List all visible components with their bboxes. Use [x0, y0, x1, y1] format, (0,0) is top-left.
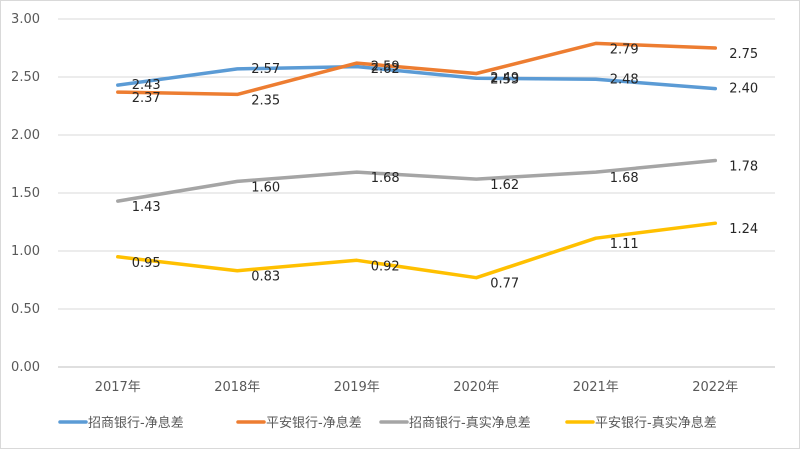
- data-label: 0.92: [371, 259, 400, 274]
- data-label: 2.40: [729, 82, 758, 97]
- x-tick-label: 2017年: [95, 380, 141, 395]
- data-label: 2.37: [132, 91, 161, 106]
- y-tick-label: 3.00: [11, 12, 40, 27]
- y-tick-label: 2.00: [11, 128, 40, 143]
- data-label: 2.49: [490, 71, 519, 86]
- y-tick-label: 2.50: [11, 70, 40, 85]
- series-line-3: [116, 158, 718, 203]
- data-label: 2.62: [371, 62, 400, 77]
- data-label: 2.59: [371, 60, 400, 75]
- series-line-4: [116, 221, 718, 280]
- data-label: 0.83: [251, 270, 280, 285]
- data-label: 0.77: [490, 277, 519, 292]
- x-tick-label: 2019年: [334, 380, 380, 395]
- data-label: 1.43: [132, 200, 161, 215]
- data-label: 1.68: [610, 171, 639, 186]
- x-tick-label: 2021年: [573, 380, 619, 395]
- data-label: 2.79: [610, 42, 639, 57]
- legend-label: 招商银行-真实净息差: [409, 415, 531, 431]
- data-label: 2.35: [251, 93, 280, 108]
- y-tick-label: 0.50: [11, 302, 40, 317]
- data-label: 1.24: [729, 222, 758, 237]
- series-line-1: [116, 64, 718, 91]
- y-tick-label: 0.00: [11, 360, 40, 375]
- x-tick-label: 2018年: [214, 380, 260, 395]
- y-tick-label: 1.00: [11, 244, 40, 259]
- data-label: 2.75: [729, 47, 758, 62]
- data-label: 2.57: [251, 62, 280, 77]
- series-line-2: [116, 41, 718, 97]
- legend-label: 平安银行-净息差: [266, 415, 362, 431]
- data-label: 2.48: [610, 72, 639, 87]
- data-label: 2.53: [490, 73, 519, 88]
- data-label: 2.43: [132, 78, 161, 93]
- data-label: 0.95: [132, 256, 161, 271]
- data-label: 1.60: [251, 180, 280, 195]
- x-tick-label: 2022年: [692, 380, 738, 395]
- data-label: 1.62: [490, 178, 519, 193]
- data-label: 1.11: [610, 237, 639, 252]
- data-label: 1.78: [729, 160, 758, 175]
- x-tick-label: 2020年: [453, 380, 499, 395]
- legend-label: 招商银行-净息差: [88, 415, 184, 431]
- legend-label: 平安银行-真实净息差: [595, 415, 717, 431]
- y-tick-label: 1.50: [11, 186, 40, 201]
- data-label: 1.68: [371, 171, 400, 186]
